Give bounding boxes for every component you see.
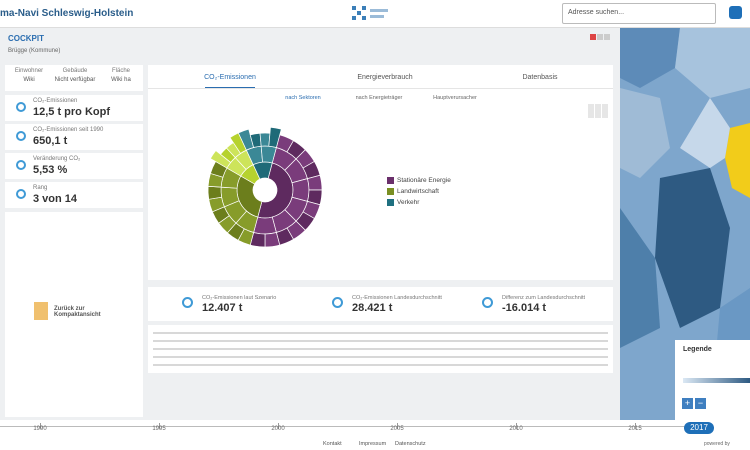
- tab-underline: [205, 87, 255, 88]
- fact-label: Gebäude: [62, 68, 88, 74]
- close-icons: [590, 34, 610, 40]
- footer-link[interactable]: Datenschutz: [395, 441, 426, 447]
- year-tick: [397, 423, 398, 429]
- legend-label: Verkehr: [397, 199, 420, 206]
- year-label[interactable]: 1990: [33, 426, 47, 432]
- description-text: [153, 332, 608, 366]
- year-tick: [278, 423, 279, 429]
- kpi-label: CO₂-Emissionen: [33, 98, 78, 104]
- fact-value: Wiki ha: [111, 77, 131, 83]
- legend-label: Stationäre Energie: [397, 177, 451, 184]
- year-label[interactable]: 2015: [628, 426, 642, 432]
- back-button[interactable]: [34, 302, 48, 320]
- fact-label: Einwohner: [14, 68, 44, 74]
- kpi-value: 5,53 %: [33, 164, 68, 176]
- kpi-icon: [16, 189, 26, 199]
- kpi-card: [5, 182, 143, 208]
- year-label[interactable]: 2010: [509, 426, 523, 432]
- kpi-label: Veränderung CO₂: [33, 156, 81, 162]
- kpi-label: CO₂-Emissionen seit 1990: [33, 127, 104, 133]
- sunburst-segment: [259, 132, 271, 147]
- facts-card: [5, 65, 143, 91]
- kpi-card: [5, 124, 143, 150]
- back-button-label[interactable]: Zurück zur Kompaktansicht: [54, 306, 101, 318]
- kpi-value: 650,1 t: [33, 135, 68, 147]
- logo: [352, 6, 388, 20]
- search-placeholder: Adresse suchen...: [568, 9, 625, 16]
- sunburst-segment: [268, 126, 282, 148]
- legend-swatch: [387, 177, 394, 184]
- kpi-icon: [16, 102, 26, 112]
- zoom-in[interactable]: +: [682, 398, 693, 409]
- legend-swatch: [387, 199, 394, 206]
- app-title: ma-Navi Schleswig-Holstein: [0, 8, 134, 19]
- tab[interactable]: Energieverbrauch: [357, 74, 413, 81]
- summary-icon: [482, 297, 493, 308]
- subtab[interactable]: nach Sektoren: [285, 95, 321, 101]
- kpi-icon: [16, 131, 26, 141]
- summary-label: CO₂-Emissionen laut Szenario: [202, 295, 277, 301]
- summary-value: -16.014 t: [502, 302, 547, 314]
- timeline: [0, 420, 750, 450]
- tab[interactable]: CO₂-Emissionen: [204, 74, 256, 81]
- map-legend-title: Legende: [683, 346, 712, 353]
- summary-card: [148, 287, 613, 321]
- cockpit-title: COCKPIT: [8, 34, 44, 43]
- view-toggle: [588, 104, 608, 118]
- region-name: Brügge (Kommune): [8, 48, 61, 54]
- legend-swatch: [387, 188, 394, 195]
- kpi-card: [5, 153, 143, 179]
- fact-label: Fläche: [111, 68, 130, 74]
- fact-value: Wiki: [23, 77, 35, 83]
- footer-link[interactable]: Kontakt: [323, 441, 342, 447]
- timeline-axis: [0, 426, 690, 427]
- summary-value: 28.421 t: [352, 302, 393, 314]
- left-column: [5, 212, 143, 417]
- kpi-label: Rang: [33, 185, 48, 191]
- kpi-icon: [16, 160, 26, 170]
- fact-value: Nicht verfügbar: [54, 77, 96, 83]
- subtab[interactable]: Hauptverursacher: [433, 95, 477, 101]
- tab-divider: [148, 88, 613, 89]
- year-label[interactable]: 2005: [390, 426, 404, 432]
- kpi-card: [5, 95, 143, 121]
- zoom-out[interactable]: −: [695, 398, 706, 409]
- tab[interactable]: Datenbasis: [522, 74, 558, 81]
- year-label[interactable]: 1995: [152, 426, 166, 432]
- help-button[interactable]: [729, 6, 742, 19]
- sunburst: [207, 126, 323, 248]
- legend-gradient: [683, 378, 750, 383]
- legend-label: Landwirtschaft: [397, 188, 439, 195]
- summary-icon: [182, 297, 193, 308]
- year-tick: [40, 423, 41, 429]
- kpi-value: 3 von 14: [33, 193, 78, 205]
- summary-icon: [332, 297, 343, 308]
- subtab[interactable]: nach Energieträger: [355, 95, 403, 101]
- powered-by: powered by: [704, 441, 730, 447]
- year-tick: [516, 423, 517, 429]
- summary-label: CO₂-Emissionen Landesdurchschnitt: [352, 295, 442, 301]
- summary-value: 12.407 t: [202, 302, 243, 314]
- year-tick: [159, 423, 160, 429]
- year-label[interactable]: 2000: [271, 426, 285, 432]
- year-tick: [635, 423, 636, 429]
- search-box[interactable]: [562, 3, 716, 24]
- kpi-value: 12,5 t pro Kopf: [33, 106, 111, 118]
- selected-year[interactable]: 2017: [684, 422, 714, 434]
- footer-link[interactable]: Impressum: [359, 441, 387, 447]
- sunburst-segment: [207, 185, 222, 200]
- summary-label: Differenz zum Landesdurchschnitt: [502, 295, 586, 301]
